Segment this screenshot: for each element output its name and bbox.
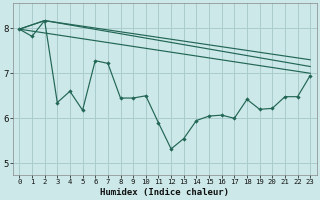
X-axis label: Humidex (Indice chaleur): Humidex (Indice chaleur) — [100, 188, 229, 197]
